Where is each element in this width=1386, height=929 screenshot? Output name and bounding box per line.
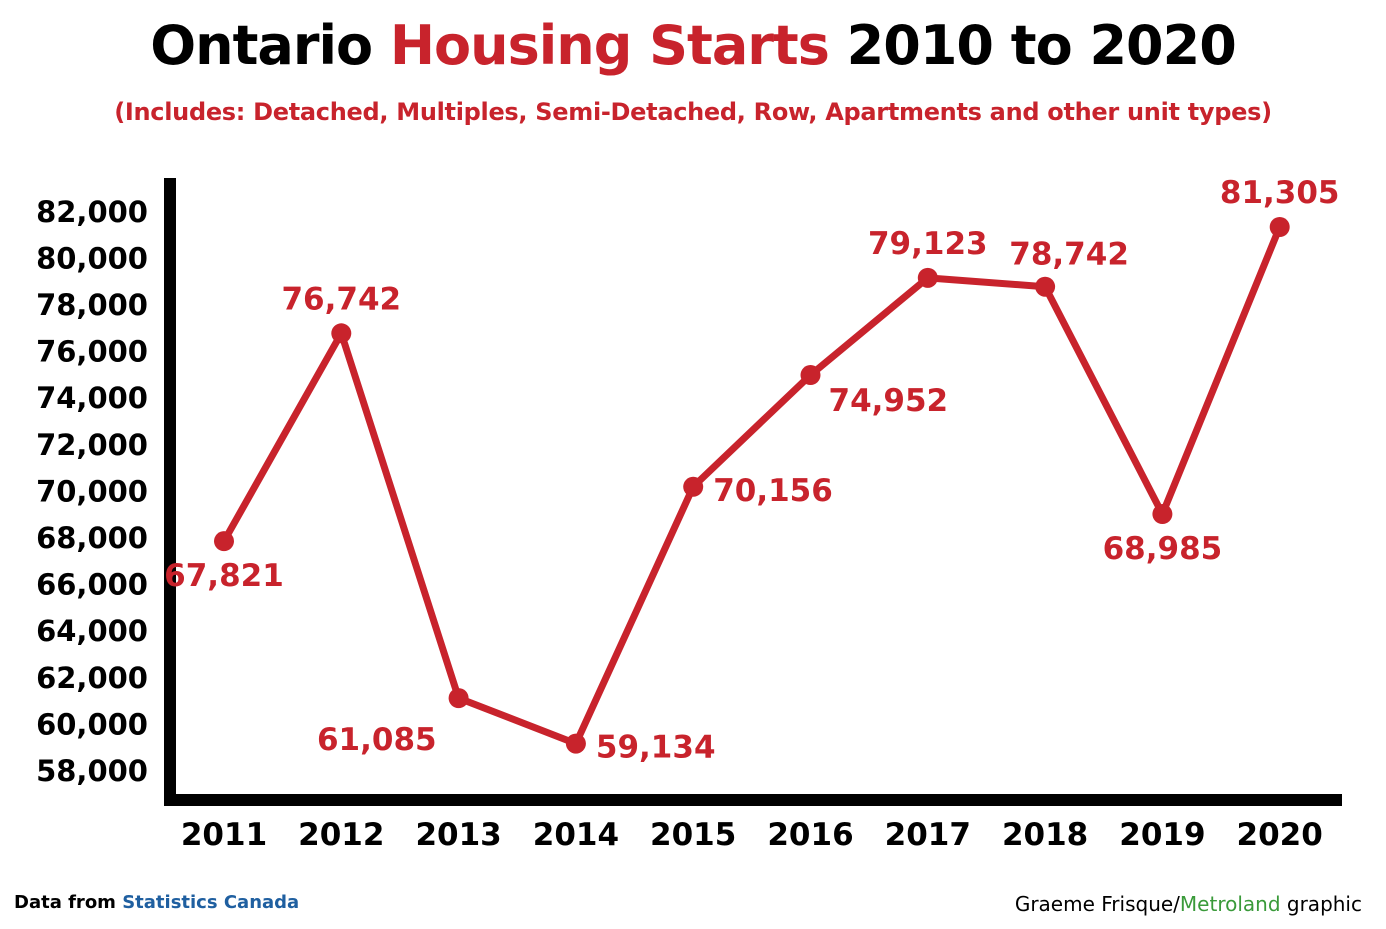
y-tick-label: 68,000 bbox=[36, 521, 148, 555]
y-tick-label: 72,000 bbox=[36, 428, 148, 462]
data-label: 79,123 bbox=[868, 226, 988, 262]
y-axis-line bbox=[164, 178, 176, 806]
data-point bbox=[1152, 504, 1173, 525]
y-tick-label: 74,000 bbox=[36, 381, 148, 415]
data-point bbox=[1035, 276, 1056, 297]
source-prefix: Data from bbox=[14, 892, 123, 913]
y-tick-label: 66,000 bbox=[36, 568, 148, 602]
x-tick-label: 2017 bbox=[885, 817, 971, 853]
y-tick-label: 58,000 bbox=[36, 754, 148, 788]
x-tick-label: 2013 bbox=[415, 817, 501, 853]
data-label: 59,134 bbox=[596, 730, 716, 766]
source-name: Statistics Canada bbox=[122, 892, 300, 913]
title-highlight: Housing Starts bbox=[389, 14, 830, 77]
x-axis-line bbox=[164, 794, 1342, 806]
y-tick-label: 62,000 bbox=[36, 661, 148, 695]
data-point bbox=[565, 733, 586, 754]
data-label: 67,821 bbox=[164, 558, 284, 594]
x-tick-label: 2018 bbox=[1002, 817, 1088, 853]
x-tick-label: 2014 bbox=[533, 817, 619, 853]
credit-suffix: graphic bbox=[1280, 892, 1362, 916]
data-label: 74,952 bbox=[829, 383, 949, 419]
graphic-credit: Graeme Frisque/Metroland graphic bbox=[1015, 892, 1362, 916]
data-point bbox=[800, 365, 821, 386]
chart-subtitle: (Includes: Detached, Multiples, Semi-Det… bbox=[114, 98, 1272, 126]
data-label: 81,305 bbox=[1220, 175, 1340, 211]
x-tick-label: 2020 bbox=[1237, 817, 1323, 853]
y-tick-label: 78,000 bbox=[36, 288, 148, 322]
title-part1: Ontario bbox=[150, 14, 390, 77]
y-tick-label: 70,000 bbox=[36, 474, 148, 508]
credit-name: Graeme Frisque/ bbox=[1014, 892, 1180, 916]
x-tick-label: 2012 bbox=[298, 817, 384, 853]
y-tick-label: 60,000 bbox=[36, 707, 148, 741]
data-point bbox=[214, 531, 234, 552]
data-point bbox=[917, 267, 938, 288]
x-tick-label: 2015 bbox=[650, 817, 736, 853]
title-part2: 2010 to 2020 bbox=[828, 14, 1237, 77]
chart-title: Ontario Housing Starts 2010 to 2020 bbox=[0, 14, 1386, 77]
credit-org: Metroland bbox=[1179, 892, 1281, 916]
x-tick-label: 2016 bbox=[767, 817, 853, 853]
y-tick-label: 76,000 bbox=[36, 335, 148, 369]
y-tick-label: 82,000 bbox=[36, 195, 148, 229]
x-tick-label: 2011 bbox=[181, 817, 267, 853]
x-tick-label: 2019 bbox=[1119, 817, 1205, 853]
data-source: Data from Statistics Canada bbox=[14, 892, 299, 913]
data-label: 78,742 bbox=[1009, 237, 1129, 273]
data-point bbox=[1269, 216, 1290, 237]
data-point bbox=[683, 476, 704, 497]
data-label: 68,985 bbox=[1103, 531, 1223, 567]
y-tick-label: 64,000 bbox=[36, 614, 148, 648]
data-point bbox=[331, 323, 352, 344]
y-tick-label: 80,000 bbox=[36, 241, 148, 275]
data-label: 76,742 bbox=[281, 281, 401, 317]
data-label: 61,085 bbox=[317, 722, 437, 758]
data-point bbox=[448, 688, 469, 709]
data-label: 70,156 bbox=[713, 473, 833, 509]
series-line bbox=[220, 223, 1284, 748]
